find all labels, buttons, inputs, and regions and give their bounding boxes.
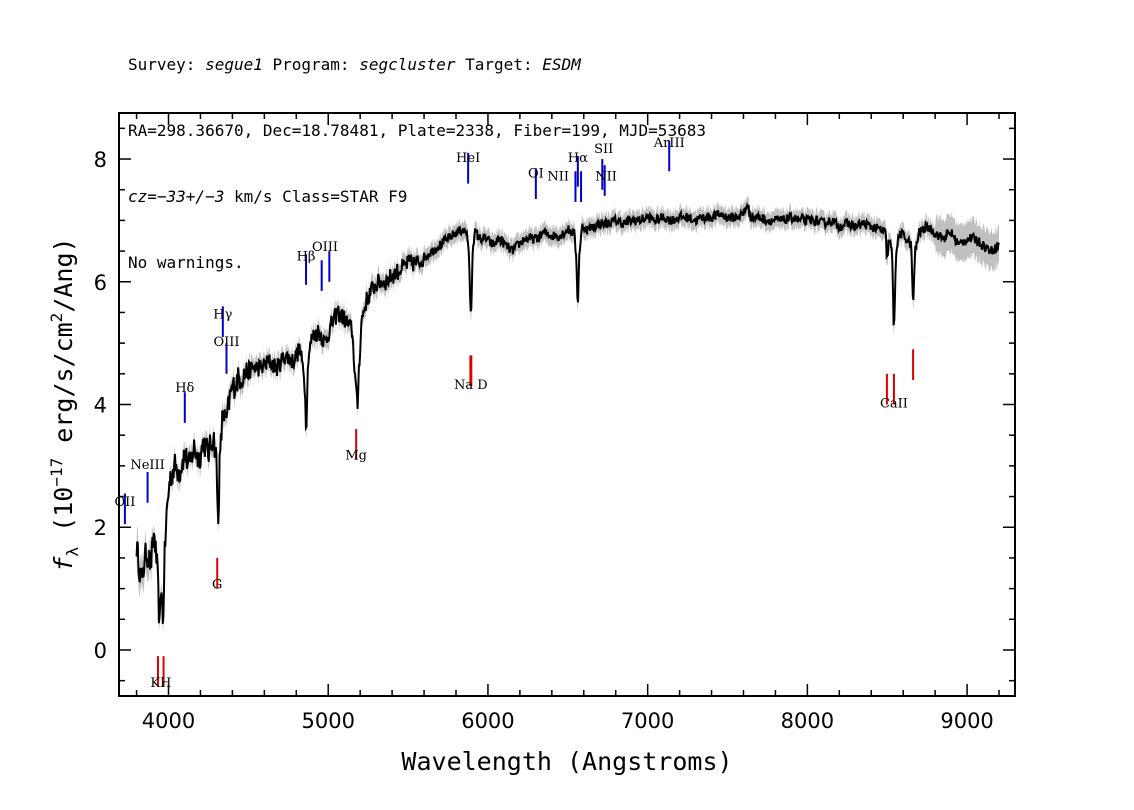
line-label: Hα bbox=[568, 151, 588, 166]
line-label: OIII bbox=[312, 240, 338, 255]
x-tick-label: 9000 bbox=[940, 709, 993, 733]
y-axis-exp2: 2 bbox=[47, 313, 66, 323]
x-tick-label: 6000 bbox=[461, 709, 514, 733]
spectrum-header: Survey: segue1 Program: segcluster Targe… bbox=[128, 10, 706, 296]
y-axis-f: f bbox=[49, 556, 78, 572]
y-axis-exp: −17 bbox=[47, 458, 66, 487]
line-label: CaII bbox=[880, 397, 908, 412]
line-label: NII bbox=[595, 170, 617, 185]
header-line-coordinates: RA=298.36670, Dec=18.78481, Plate=2338, … bbox=[128, 121, 706, 140]
header-line-warnings: No warnings. bbox=[128, 253, 244, 272]
y-axis-unit-a: (10 bbox=[49, 487, 78, 547]
class-text: km/s Class=STAR F9 bbox=[224, 187, 408, 206]
program-value: segcluster bbox=[359, 55, 456, 74]
y-axis-unit-c: /Ang) bbox=[49, 237, 78, 312]
line-label: Na D bbox=[454, 378, 488, 393]
axis-ticks: 4000 5000 6000 7000 8000 9000 0 2 4 6 8 bbox=[94, 113, 1015, 733]
y-tick-label: 8 bbox=[94, 148, 107, 172]
line-label: Hδ bbox=[175, 381, 194, 396]
y-axis-title: fλ (10−17 erg/s/cm2/Ang) bbox=[47, 237, 82, 571]
line-label: G bbox=[212, 578, 222, 593]
y-tick-label: 0 bbox=[94, 639, 107, 663]
cz-label: cz bbox=[128, 187, 148, 206]
line-label: OIII bbox=[213, 335, 239, 350]
y-tick-label: 2 bbox=[94, 516, 107, 540]
flux-series bbox=[135, 202, 1000, 624]
error-band bbox=[136, 195, 1000, 634]
survey-label: Survey: bbox=[128, 55, 206, 74]
line-label: ArIII bbox=[653, 136, 685, 151]
flux-line bbox=[135, 202, 1000, 624]
y-axis-lambda: λ bbox=[63, 547, 82, 557]
line-label: NeIII bbox=[130, 458, 164, 473]
error-band-area bbox=[136, 195, 1000, 634]
cz-value: =−33+/−3 bbox=[147, 187, 225, 206]
target-label: Target: bbox=[455, 55, 543, 74]
y-tick-label: 4 bbox=[94, 394, 107, 418]
target-value: ESDM bbox=[542, 55, 581, 74]
x-axis-title: Wavelength (Angstroms) bbox=[401, 747, 732, 776]
spectral-line-markers bbox=[123, 140, 915, 687]
x-tick-label: 4000 bbox=[142, 709, 195, 733]
x-tick-label: 8000 bbox=[781, 709, 834, 733]
line-label: Mg bbox=[345, 449, 367, 464]
y-axis-unit-b: erg/s/cm bbox=[49, 322, 78, 457]
line-label: Hβ bbox=[297, 249, 316, 264]
line-label: HeI bbox=[456, 151, 480, 166]
x-tick-label: 7000 bbox=[621, 709, 674, 733]
y-tick-label: 6 bbox=[94, 271, 107, 295]
program-label: Program: bbox=[262, 55, 360, 74]
line-label: NII bbox=[547, 170, 569, 185]
line-label: SII bbox=[594, 142, 613, 157]
survey-value: segue1 bbox=[205, 55, 263, 74]
line-label: Hγ bbox=[213, 308, 232, 323]
line-label: KH bbox=[150, 676, 171, 691]
x-tick-label: 5000 bbox=[301, 709, 354, 733]
line-label: OI bbox=[528, 166, 544, 181]
header-line-redshift: cz=−33+/−3 km/s Class=STAR F9 bbox=[128, 186, 706, 208]
header-line-survey: Survey: segue1 Program: segcluster Targe… bbox=[128, 54, 706, 76]
